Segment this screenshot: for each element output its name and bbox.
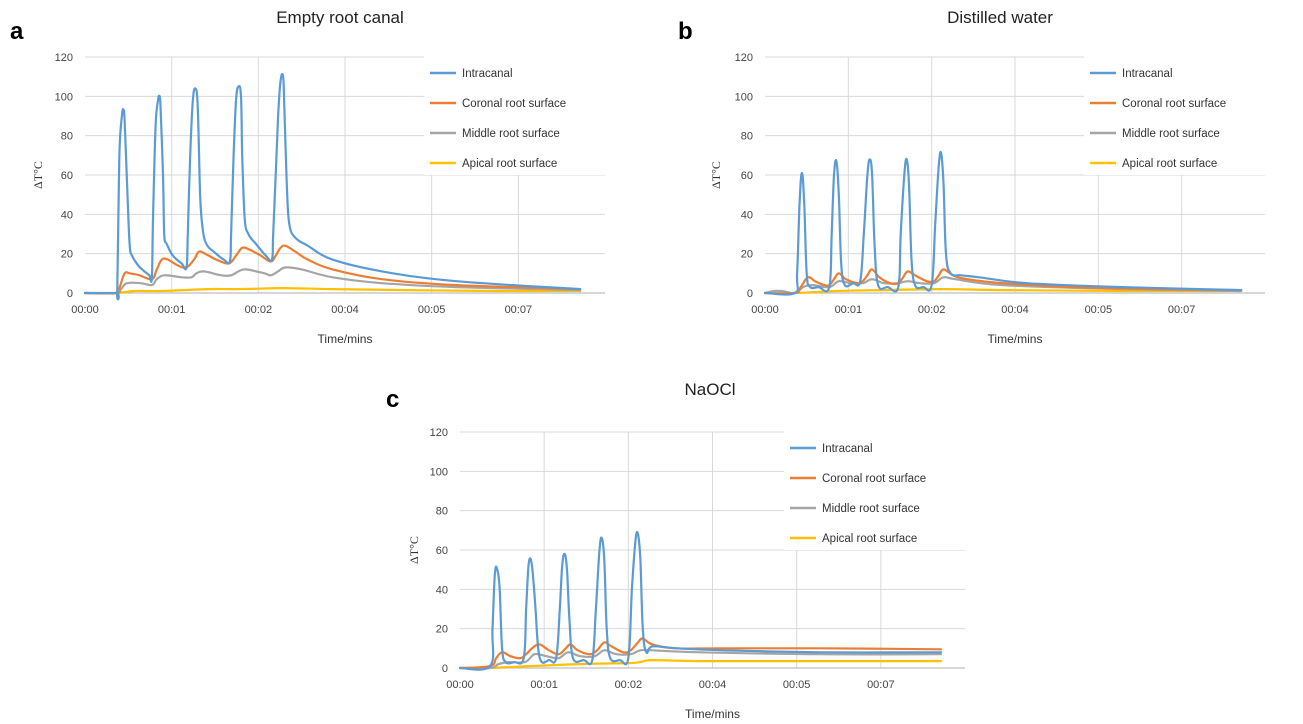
x-tick-label: 00:00 (751, 304, 779, 316)
legend-label: Coronal root surface (822, 473, 926, 485)
legend-background (424, 53, 606, 175)
y-tick-label: 80 (61, 131, 73, 143)
y-tick-label: 20 (741, 249, 753, 261)
x-tick-label: 00:04 (1001, 304, 1029, 316)
y-tick-label: 0 (442, 663, 448, 675)
x-tick-label: 00:05 (1085, 304, 1113, 316)
series-line-middle (83, 266, 582, 295)
series-line-apical (763, 288, 1243, 295)
legend-label: Intracanal (462, 68, 513, 80)
y-tick-label: 0 (747, 288, 753, 300)
series-line-coronal (83, 244, 582, 295)
chart-panel-c: c NaOCl 0 20 40 60 80 100 120 00:00 00:01 00:02 00… (380, 370, 1020, 724)
x-tick-label: 00:07 (505, 304, 533, 316)
x-tick-label: 00:02 (615, 679, 643, 691)
x-tick-label: 00:00 (71, 304, 99, 316)
y-tick-label: 40 (436, 584, 448, 596)
legend-label: Apical root surface (822, 533, 917, 545)
y-tick-label: 60 (61, 170, 73, 182)
panel-letter-b: b (678, 18, 693, 45)
chart-panel-a: a Empty root canal 0 20 40 60 80 100 120 00:00 0… (0, 0, 640, 360)
y-tick-label: 100 (55, 91, 73, 103)
x-axis-title: Time/mins (318, 332, 373, 346)
chart-title: NaOCl (684, 380, 736, 399)
x-tick-label: 00:01 (835, 304, 863, 316)
y-tick-label: 60 (741, 170, 753, 182)
legend-label: Middle root surface (462, 128, 560, 140)
chart-plot-a: 0 20 40 60 80 100 120 00:00 00:01 00:02 00:04 00:05… (31, 52, 606, 346)
series-line-intracanal (83, 72, 582, 301)
chart-plot-b: 0 20 40 60 80 100 120 00:00 00:01 00:02 00:04 00:05… (709, 52, 1266, 346)
series-line-apical (458, 658, 943, 670)
legend-label: Middle root surface (822, 503, 920, 515)
legend-label: Middle root surface (1122, 128, 1220, 140)
series-line-intracanal (763, 150, 1243, 296)
legend-label: Coronal root surface (462, 98, 566, 110)
x-axis-title: Time/mins (685, 707, 740, 721)
y-tick-label: 40 (61, 209, 73, 221)
chart-plot-c: 0 20 40 60 80 100 120 00:00 00:01 00:02 00:04 00:05… (407, 427, 966, 721)
chart-title: Distilled water (947, 8, 1053, 27)
y-tick-label: 120 (735, 52, 753, 64)
series-line-apical (83, 286, 582, 295)
chart-title: Empty root canal (276, 8, 404, 27)
legend-background (1084, 53, 1266, 175)
x-tick-label: 00:07 (867, 679, 895, 691)
y-tick-label: 80 (436, 506, 448, 518)
x-tick-label: 00:02 (918, 304, 946, 316)
x-tick-label: 00:05 (418, 304, 446, 316)
y-tick-label: 60 (436, 545, 448, 557)
panel-letter-a: a (10, 18, 24, 45)
series-line-coronal (458, 637, 943, 670)
y-tick-label: 40 (741, 209, 753, 221)
legend-label: Coronal root surface (1122, 98, 1226, 110)
x-tick-label: 00:02 (245, 304, 273, 316)
x-axis-title: Time/mins (988, 332, 1043, 346)
x-tick-label: 00:07 (1168, 304, 1196, 316)
legend-label: Intracanal (1122, 68, 1173, 80)
y-tick-label: 100 (430, 466, 448, 478)
legend-background (784, 428, 966, 550)
x-tick-label: 00:05 (783, 679, 811, 691)
y-tick-label: 0 (67, 288, 73, 300)
y-axis-title: ΔT°C (407, 536, 421, 564)
y-tick-label: 120 (430, 427, 448, 439)
legend-label: Intracanal (822, 443, 873, 455)
legend-label: Apical root surface (1122, 158, 1217, 170)
y-tick-label: 20 (436, 624, 448, 636)
series-line-intracanal (458, 530, 943, 671)
x-tick-label: 00:00 (446, 679, 474, 691)
y-tick-label: 100 (735, 91, 753, 103)
legend-label: Apical root surface (462, 158, 557, 170)
x-tick-label: 00:01 (530, 679, 558, 691)
y-tick-label: 80 (741, 131, 753, 143)
panel-letter-c: c (386, 386, 400, 413)
series-line-middle (458, 648, 943, 670)
series-line-coronal (763, 268, 1243, 295)
y-axis-title: ΔT°C (31, 161, 45, 189)
x-tick-label: 00:04 (699, 679, 727, 691)
y-tick-label: 20 (61, 249, 73, 261)
y-tick-label: 120 (55, 52, 73, 64)
chart-panel-b: b Distilled water 0 20 40 60 80 100 120 00:00 00… (660, 0, 1300, 360)
y-axis-title: ΔT°C (709, 161, 723, 189)
x-tick-label: 00:01 (158, 304, 186, 316)
x-tick-label: 00:04 (331, 304, 359, 316)
